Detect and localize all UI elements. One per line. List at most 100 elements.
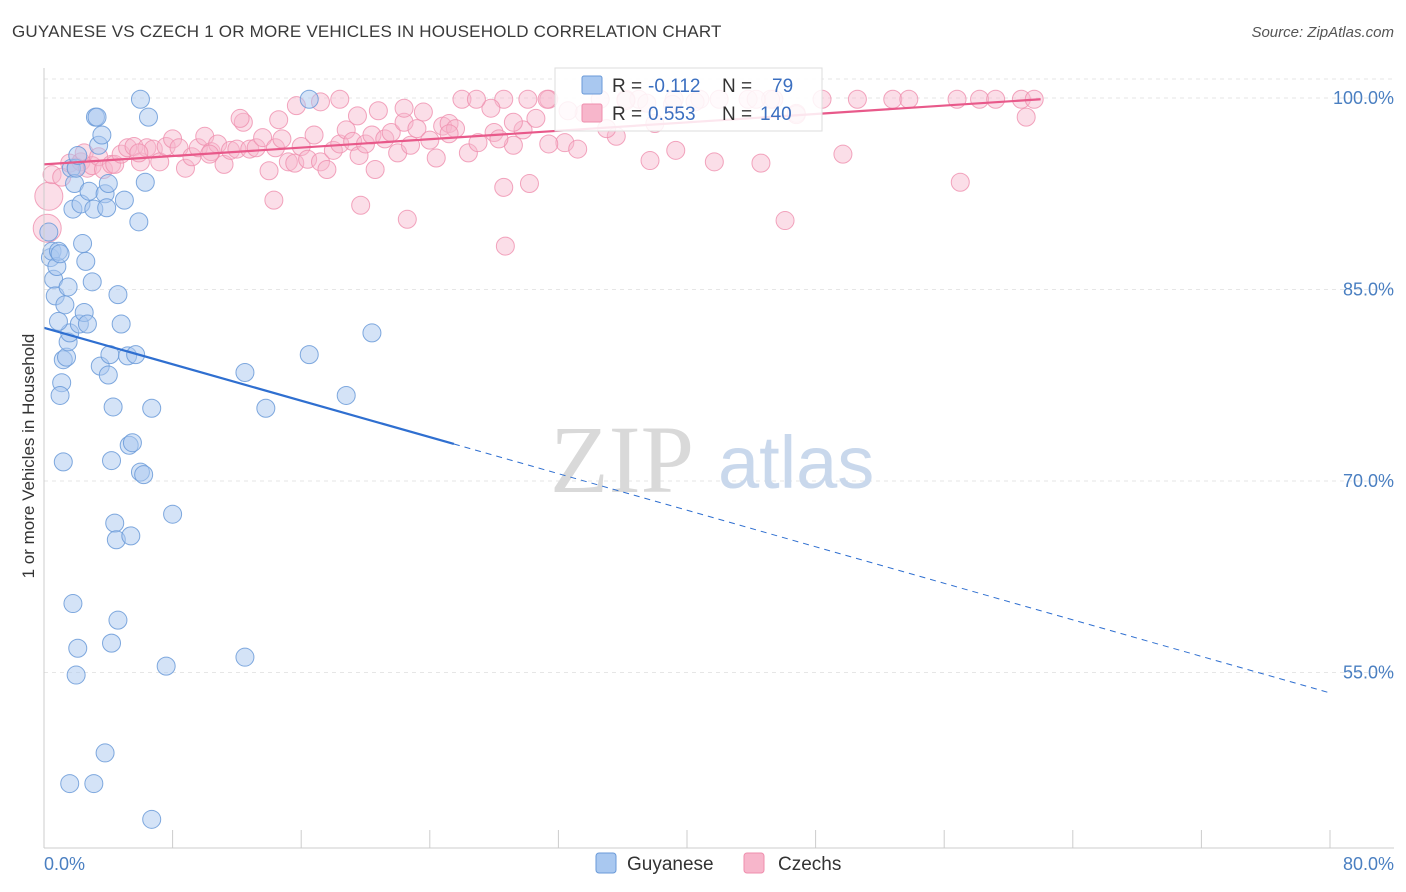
czech-point	[466, 89, 486, 109]
czech-trend-line	[43, 98, 1041, 166]
czech-point	[118, 138, 138, 158]
czech-point	[407, 119, 427, 139]
czech-point	[489, 129, 509, 149]
legend-n-label-1: N =	[722, 76, 752, 97]
czech-point	[704, 152, 724, 172]
guyanese-point	[235, 647, 255, 667]
guyanese-point	[39, 222, 59, 242]
czech-point	[883, 89, 903, 109]
y-tick-label: 100.0%	[1333, 88, 1394, 108]
czech-point	[304, 125, 324, 145]
czech-point	[269, 110, 289, 130]
guyanese-point	[142, 398, 162, 418]
guyanese-point	[68, 145, 88, 165]
czech-point	[330, 89, 350, 109]
czech-point	[484, 122, 504, 142]
legend-swatch-czechs	[581, 103, 603, 123]
czech-point	[468, 133, 488, 153]
czech-point	[833, 144, 853, 164]
czech-point	[537, 89, 557, 109]
czech-point	[220, 140, 240, 160]
guyanese-point	[111, 314, 131, 334]
legend-r-label-2: R =	[612, 104, 642, 125]
czech-point	[426, 148, 446, 168]
czech-point	[347, 106, 367, 126]
czech-point	[285, 153, 305, 173]
guyanese-point	[60, 774, 80, 794]
czech-point	[439, 124, 459, 144]
legend-r-label-1: R =	[612, 76, 642, 97]
guyanese-point	[66, 665, 86, 685]
czech-point	[970, 89, 990, 109]
guyanese-point	[50, 385, 70, 405]
guyanese-point	[63, 594, 83, 614]
czech-point	[775, 211, 795, 231]
czech-point	[452, 89, 472, 109]
czech-point	[259, 161, 279, 181]
guyanese-point	[77, 314, 97, 334]
y-axis-title: 1 or more Vehicles in Household	[19, 334, 38, 579]
legend-swatch-guyanese	[581, 75, 603, 95]
trend-lines	[43, 98, 1331, 694]
czech-point	[34, 181, 64, 211]
czech-point	[230, 108, 250, 128]
chart-title: GUYANESE VS CZECH 1 OR MORE VEHICLES IN …	[12, 22, 722, 41]
watermark-zip: ZIP	[550, 406, 694, 513]
czech-point	[751, 153, 771, 173]
czech-point	[899, 89, 919, 109]
guyanese-trend-line	[43, 326, 455, 446]
czech-point	[240, 139, 260, 159]
watermark-atlas: atlas	[718, 421, 874, 504]
czech-point	[253, 128, 273, 148]
czech-point	[494, 177, 514, 197]
bottom-legend-czechs: Czechs	[778, 854, 841, 875]
guyanese-point	[68, 638, 88, 658]
czech-point	[336, 120, 356, 140]
czech-point	[310, 152, 330, 172]
guyanese-point	[235, 362, 255, 382]
bottom-legend-swatch-czechs	[743, 852, 765, 874]
czech-point	[317, 159, 337, 179]
czech-point	[188, 138, 208, 158]
guyanese-point	[138, 107, 158, 127]
czech-point	[666, 140, 686, 160]
czech-point	[233, 112, 253, 132]
guyanese-point	[103, 397, 123, 417]
guyanese-point	[48, 311, 68, 331]
guyanese-point	[299, 89, 319, 109]
guyanese-point	[114, 190, 134, 210]
legend-n-label-2: N =	[722, 104, 752, 125]
guyanese-point	[82, 272, 102, 292]
czech-point	[640, 151, 660, 171]
czech-point	[397, 209, 417, 229]
x-tick-label-max: 80.0%	[1343, 854, 1394, 874]
czech-point	[526, 108, 546, 128]
guyanese-point	[256, 398, 276, 418]
legend-n-value-guyanese: 79	[772, 76, 793, 97]
source-label: Source: ZipAtlas.com	[1251, 24, 1394, 41]
czech-point	[503, 135, 523, 155]
czech-point	[214, 154, 234, 174]
czech-point	[986, 89, 1006, 109]
guyanese-point	[130, 89, 150, 109]
guyanese-trend-extension	[453, 443, 1331, 694]
x-tick-label-min: 0.0%	[44, 854, 85, 874]
czech-point	[439, 114, 459, 134]
czech-point	[518, 89, 538, 109]
guyanese-points	[39, 89, 382, 829]
guyanese-point	[105, 513, 125, 533]
czech-point	[519, 174, 539, 194]
czech-point	[539, 134, 559, 154]
czech-point	[495, 236, 515, 256]
czech-point	[1016, 107, 1036, 127]
guyanese-point	[58, 277, 78, 297]
czech-point	[413, 102, 433, 122]
czech-point	[568, 139, 588, 159]
guyanese-point	[134, 465, 154, 485]
czech-point	[349, 145, 369, 165]
guyanese-point	[97, 198, 117, 218]
legend-n-value-czechs: 140	[760, 104, 792, 125]
czech-point	[368, 101, 388, 121]
czech-point	[351, 195, 371, 215]
